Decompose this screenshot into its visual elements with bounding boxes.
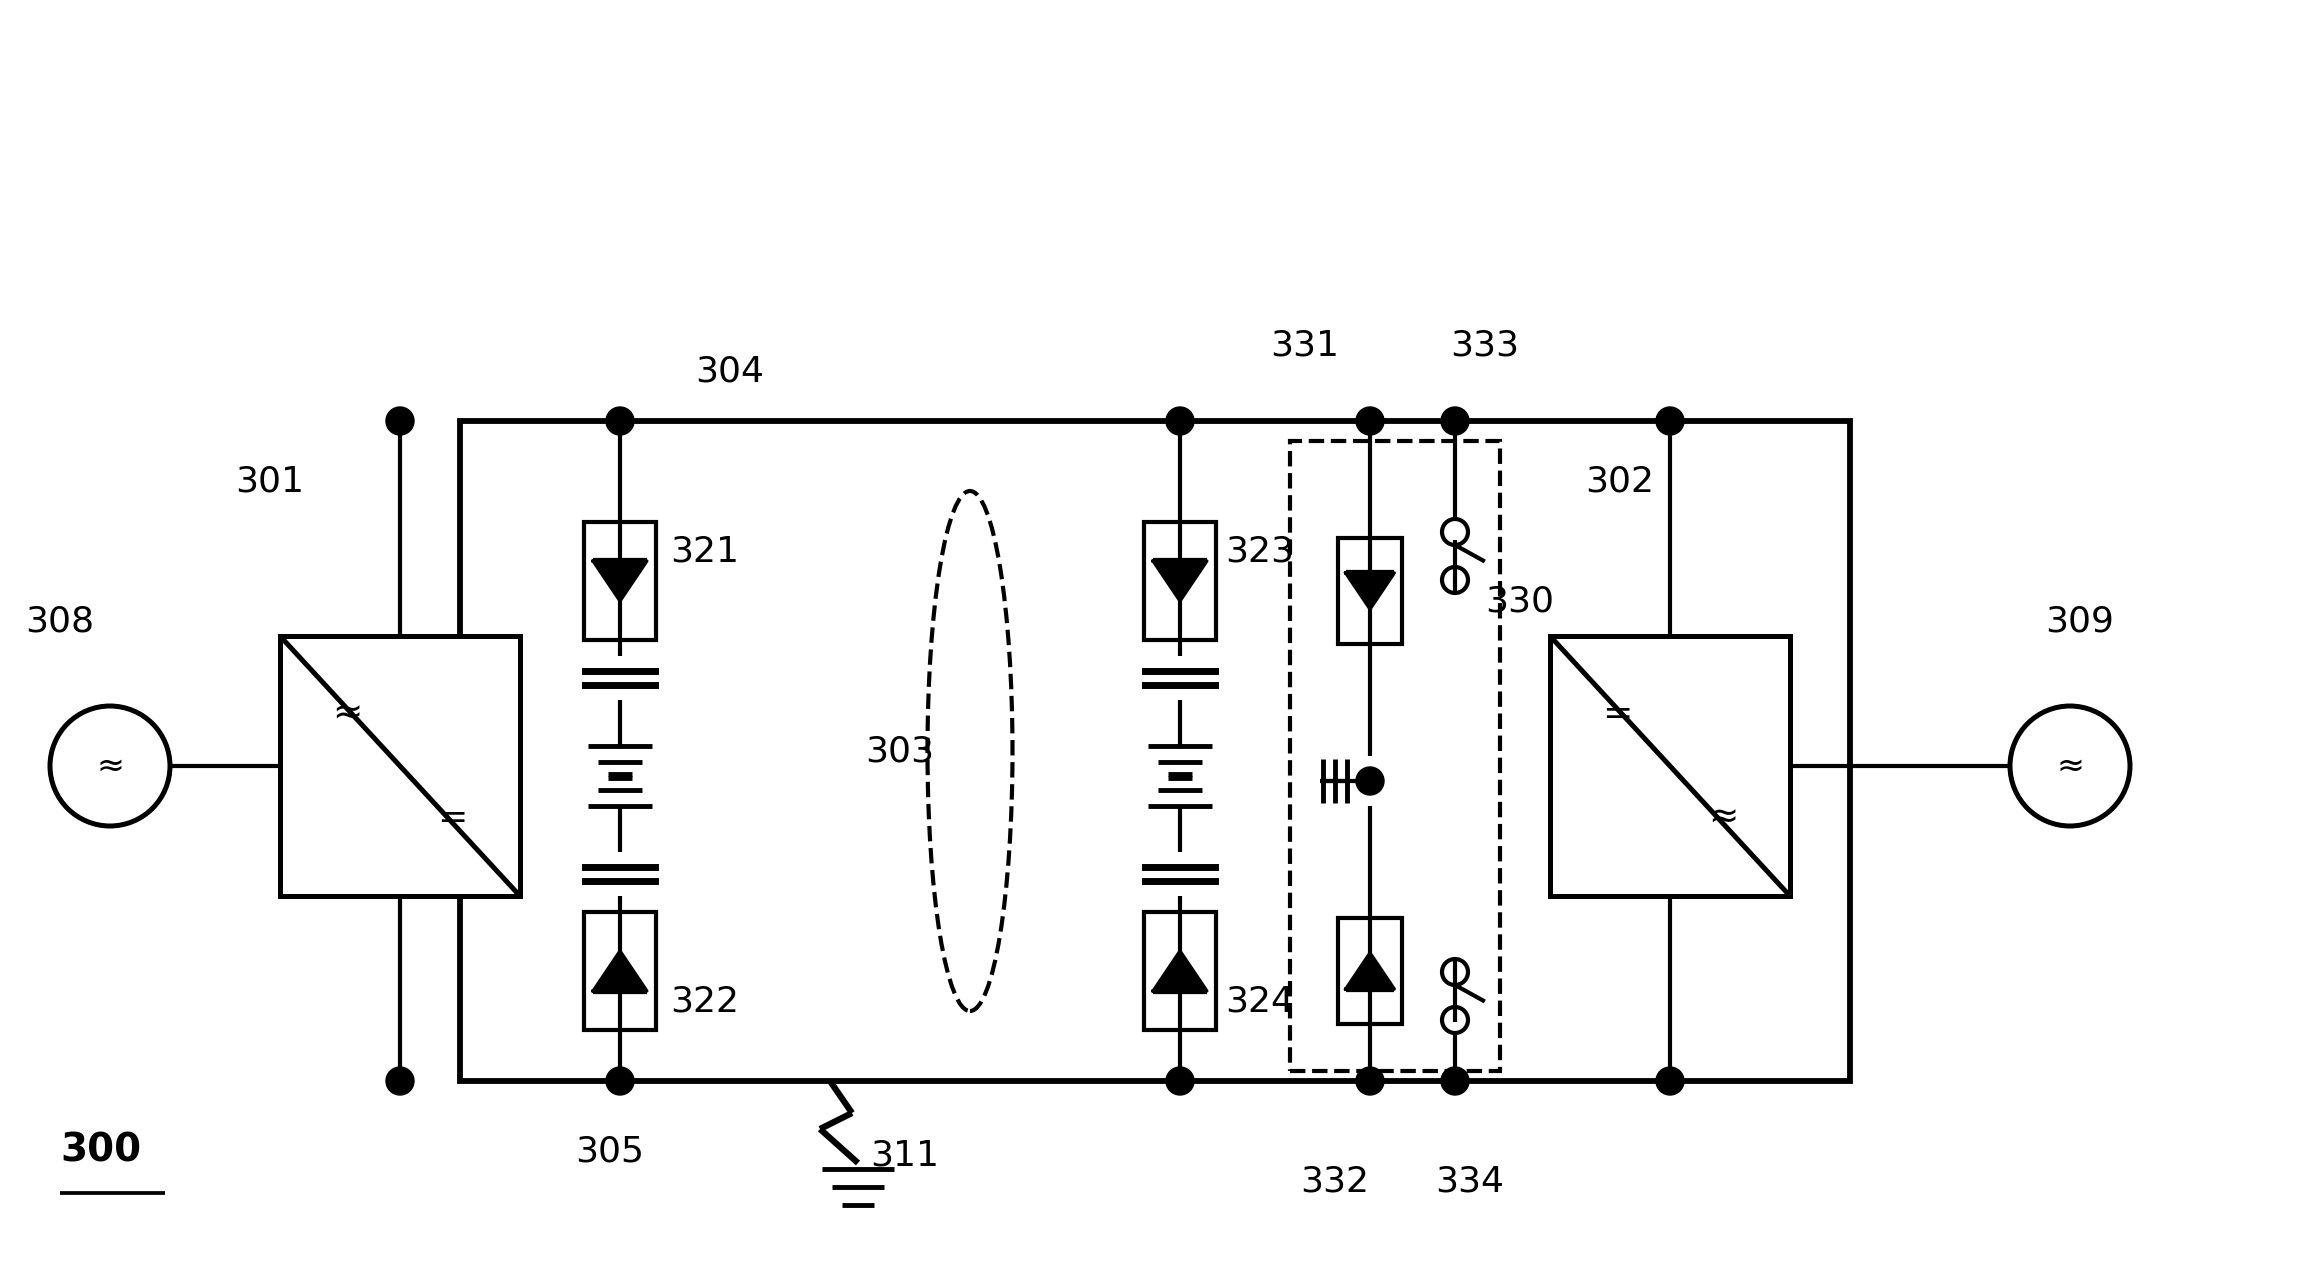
Circle shape xyxy=(385,1067,413,1095)
Text: 309: 309 xyxy=(2046,605,2115,638)
Bar xyxy=(281,635,520,895)
Bar xyxy=(460,421,1851,1081)
Circle shape xyxy=(1656,407,1683,436)
Circle shape xyxy=(1656,1067,1683,1095)
Circle shape xyxy=(1442,407,1470,436)
Text: 301: 301 xyxy=(235,464,304,498)
Circle shape xyxy=(1356,1067,1384,1095)
Text: ≈: ≈ xyxy=(95,749,123,783)
Text: 303: 303 xyxy=(866,734,933,769)
Polygon shape xyxy=(592,561,648,601)
Bar xyxy=(585,523,655,639)
Bar xyxy=(1145,912,1217,1030)
Circle shape xyxy=(1356,407,1384,436)
Bar xyxy=(1337,538,1402,644)
Text: 321: 321 xyxy=(671,534,738,567)
Text: 304: 304 xyxy=(697,354,764,388)
Circle shape xyxy=(1166,407,1194,436)
Text: 332: 332 xyxy=(1300,1164,1370,1198)
Text: ≈: ≈ xyxy=(332,697,362,731)
Bar xyxy=(1291,441,1500,1071)
Circle shape xyxy=(1166,1067,1194,1095)
Circle shape xyxy=(606,1067,634,1095)
Text: =: = xyxy=(1602,697,1632,731)
Text: 333: 333 xyxy=(1451,329,1519,363)
Text: 323: 323 xyxy=(1226,534,1293,567)
Text: ≈: ≈ xyxy=(1707,801,1737,835)
Text: 305: 305 xyxy=(576,1134,646,1168)
Polygon shape xyxy=(1347,573,1393,608)
Bar xyxy=(585,912,655,1030)
Text: 308: 308 xyxy=(26,605,95,638)
Text: 330: 330 xyxy=(1486,584,1553,617)
Circle shape xyxy=(385,407,413,436)
Polygon shape xyxy=(592,951,648,991)
Text: 302: 302 xyxy=(1586,464,1656,498)
Text: 331: 331 xyxy=(1270,329,1340,363)
Text: 334: 334 xyxy=(1435,1164,1505,1198)
Text: 324: 324 xyxy=(1226,984,1293,1018)
Text: =: = xyxy=(437,801,469,835)
Text: 322: 322 xyxy=(671,984,738,1018)
Polygon shape xyxy=(1347,953,1393,989)
Text: 300: 300 xyxy=(60,1132,142,1170)
Polygon shape xyxy=(1154,561,1207,601)
Text: 311: 311 xyxy=(871,1139,940,1173)
Polygon shape xyxy=(1154,951,1207,991)
Bar xyxy=(1551,635,1790,895)
Circle shape xyxy=(606,407,634,436)
Bar xyxy=(1337,917,1402,1025)
Text: ≈: ≈ xyxy=(2055,749,2085,783)
Bar xyxy=(1145,523,1217,639)
Circle shape xyxy=(1356,767,1384,796)
Circle shape xyxy=(1442,1067,1470,1095)
